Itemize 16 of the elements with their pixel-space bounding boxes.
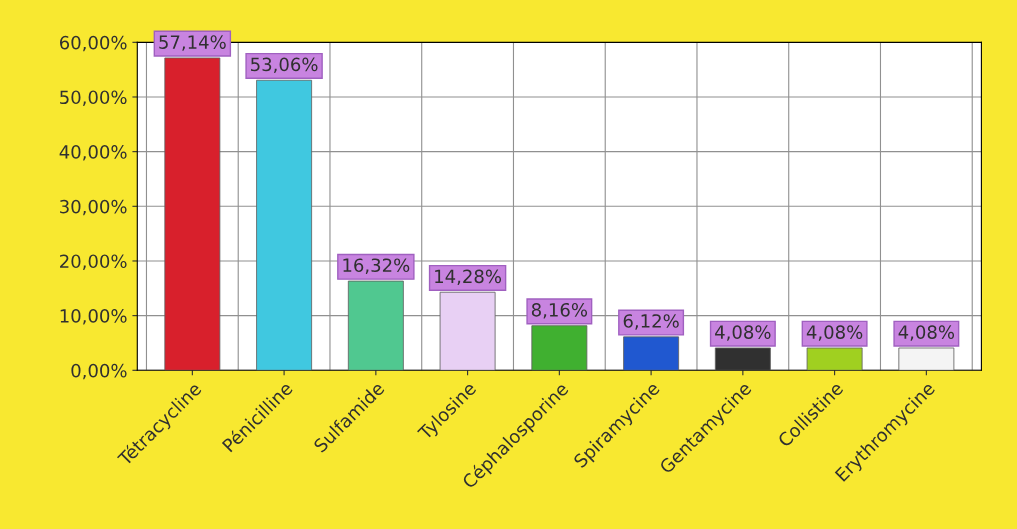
data-label: 16,32% bbox=[343, 258, 410, 274]
y-tick-label: 10,00% bbox=[60, 309, 127, 325]
y-tick-label: 20,00% bbox=[60, 254, 127, 270]
y-tick-label: 50,00% bbox=[60, 90, 127, 106]
data-label: 4,08% bbox=[898, 325, 955, 341]
y-tick-label: 60,00% bbox=[59, 35, 127, 52]
data-label: 53,06% bbox=[251, 57, 318, 74]
data-label: 6,12% bbox=[623, 314, 679, 330]
y-tick-label: 40,00% bbox=[59, 145, 127, 161]
data-label: 57,14% bbox=[159, 35, 226, 51]
y-tick-label: 30,00% bbox=[60, 199, 127, 216]
data-label: 8,16% bbox=[531, 302, 588, 319]
data-label: 4,08% bbox=[715, 325, 771, 341]
data-label: 4,08% bbox=[806, 325, 863, 341]
y-tick-label: 0,00% bbox=[71, 363, 127, 380]
data-label: 14,28% bbox=[435, 269, 502, 286]
